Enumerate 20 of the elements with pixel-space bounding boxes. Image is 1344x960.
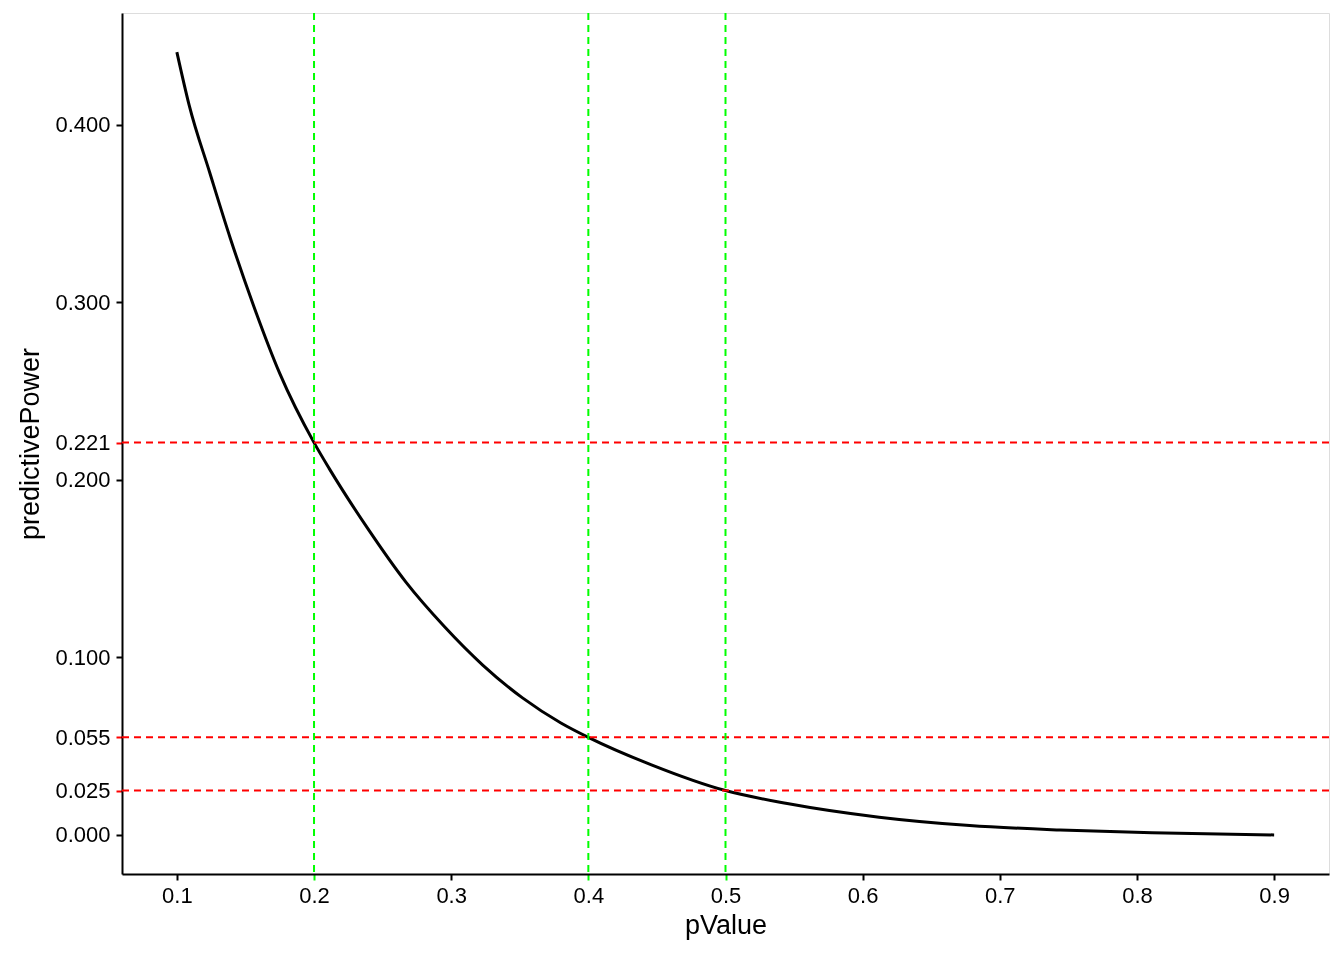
y-tick-label: 0.200 xyxy=(55,467,111,493)
x-tick-label: 0.1 xyxy=(162,882,193,908)
x-tick-label: 0.2 xyxy=(299,882,330,908)
x-axis-title: pValue xyxy=(684,909,768,940)
y-tick-label: 0.221 xyxy=(55,430,111,456)
x-tick-label: 0.3 xyxy=(436,882,467,908)
x-tick-label: 0.9 xyxy=(1259,882,1290,908)
y-tick-label: 0.025 xyxy=(55,778,111,804)
x-tick-label: 0.8 xyxy=(1122,882,1153,908)
x-tick-label: 0.6 xyxy=(847,882,879,908)
x-tick-label: 0.7 xyxy=(985,882,1016,908)
y-tick-label: 0.300 xyxy=(55,289,111,315)
y-tick-label: 0.400 xyxy=(55,112,111,138)
y-tick-label: 0.055 xyxy=(55,724,111,750)
line-series xyxy=(175,50,1276,837)
x-tick-label: 0.4 xyxy=(573,882,605,908)
y-tick-label: 0.100 xyxy=(55,644,111,670)
y-tick-label: 0.000 xyxy=(55,822,111,848)
y-axis-title: predictivePower xyxy=(15,347,46,541)
x-tick-label: 0.5 xyxy=(710,882,742,908)
